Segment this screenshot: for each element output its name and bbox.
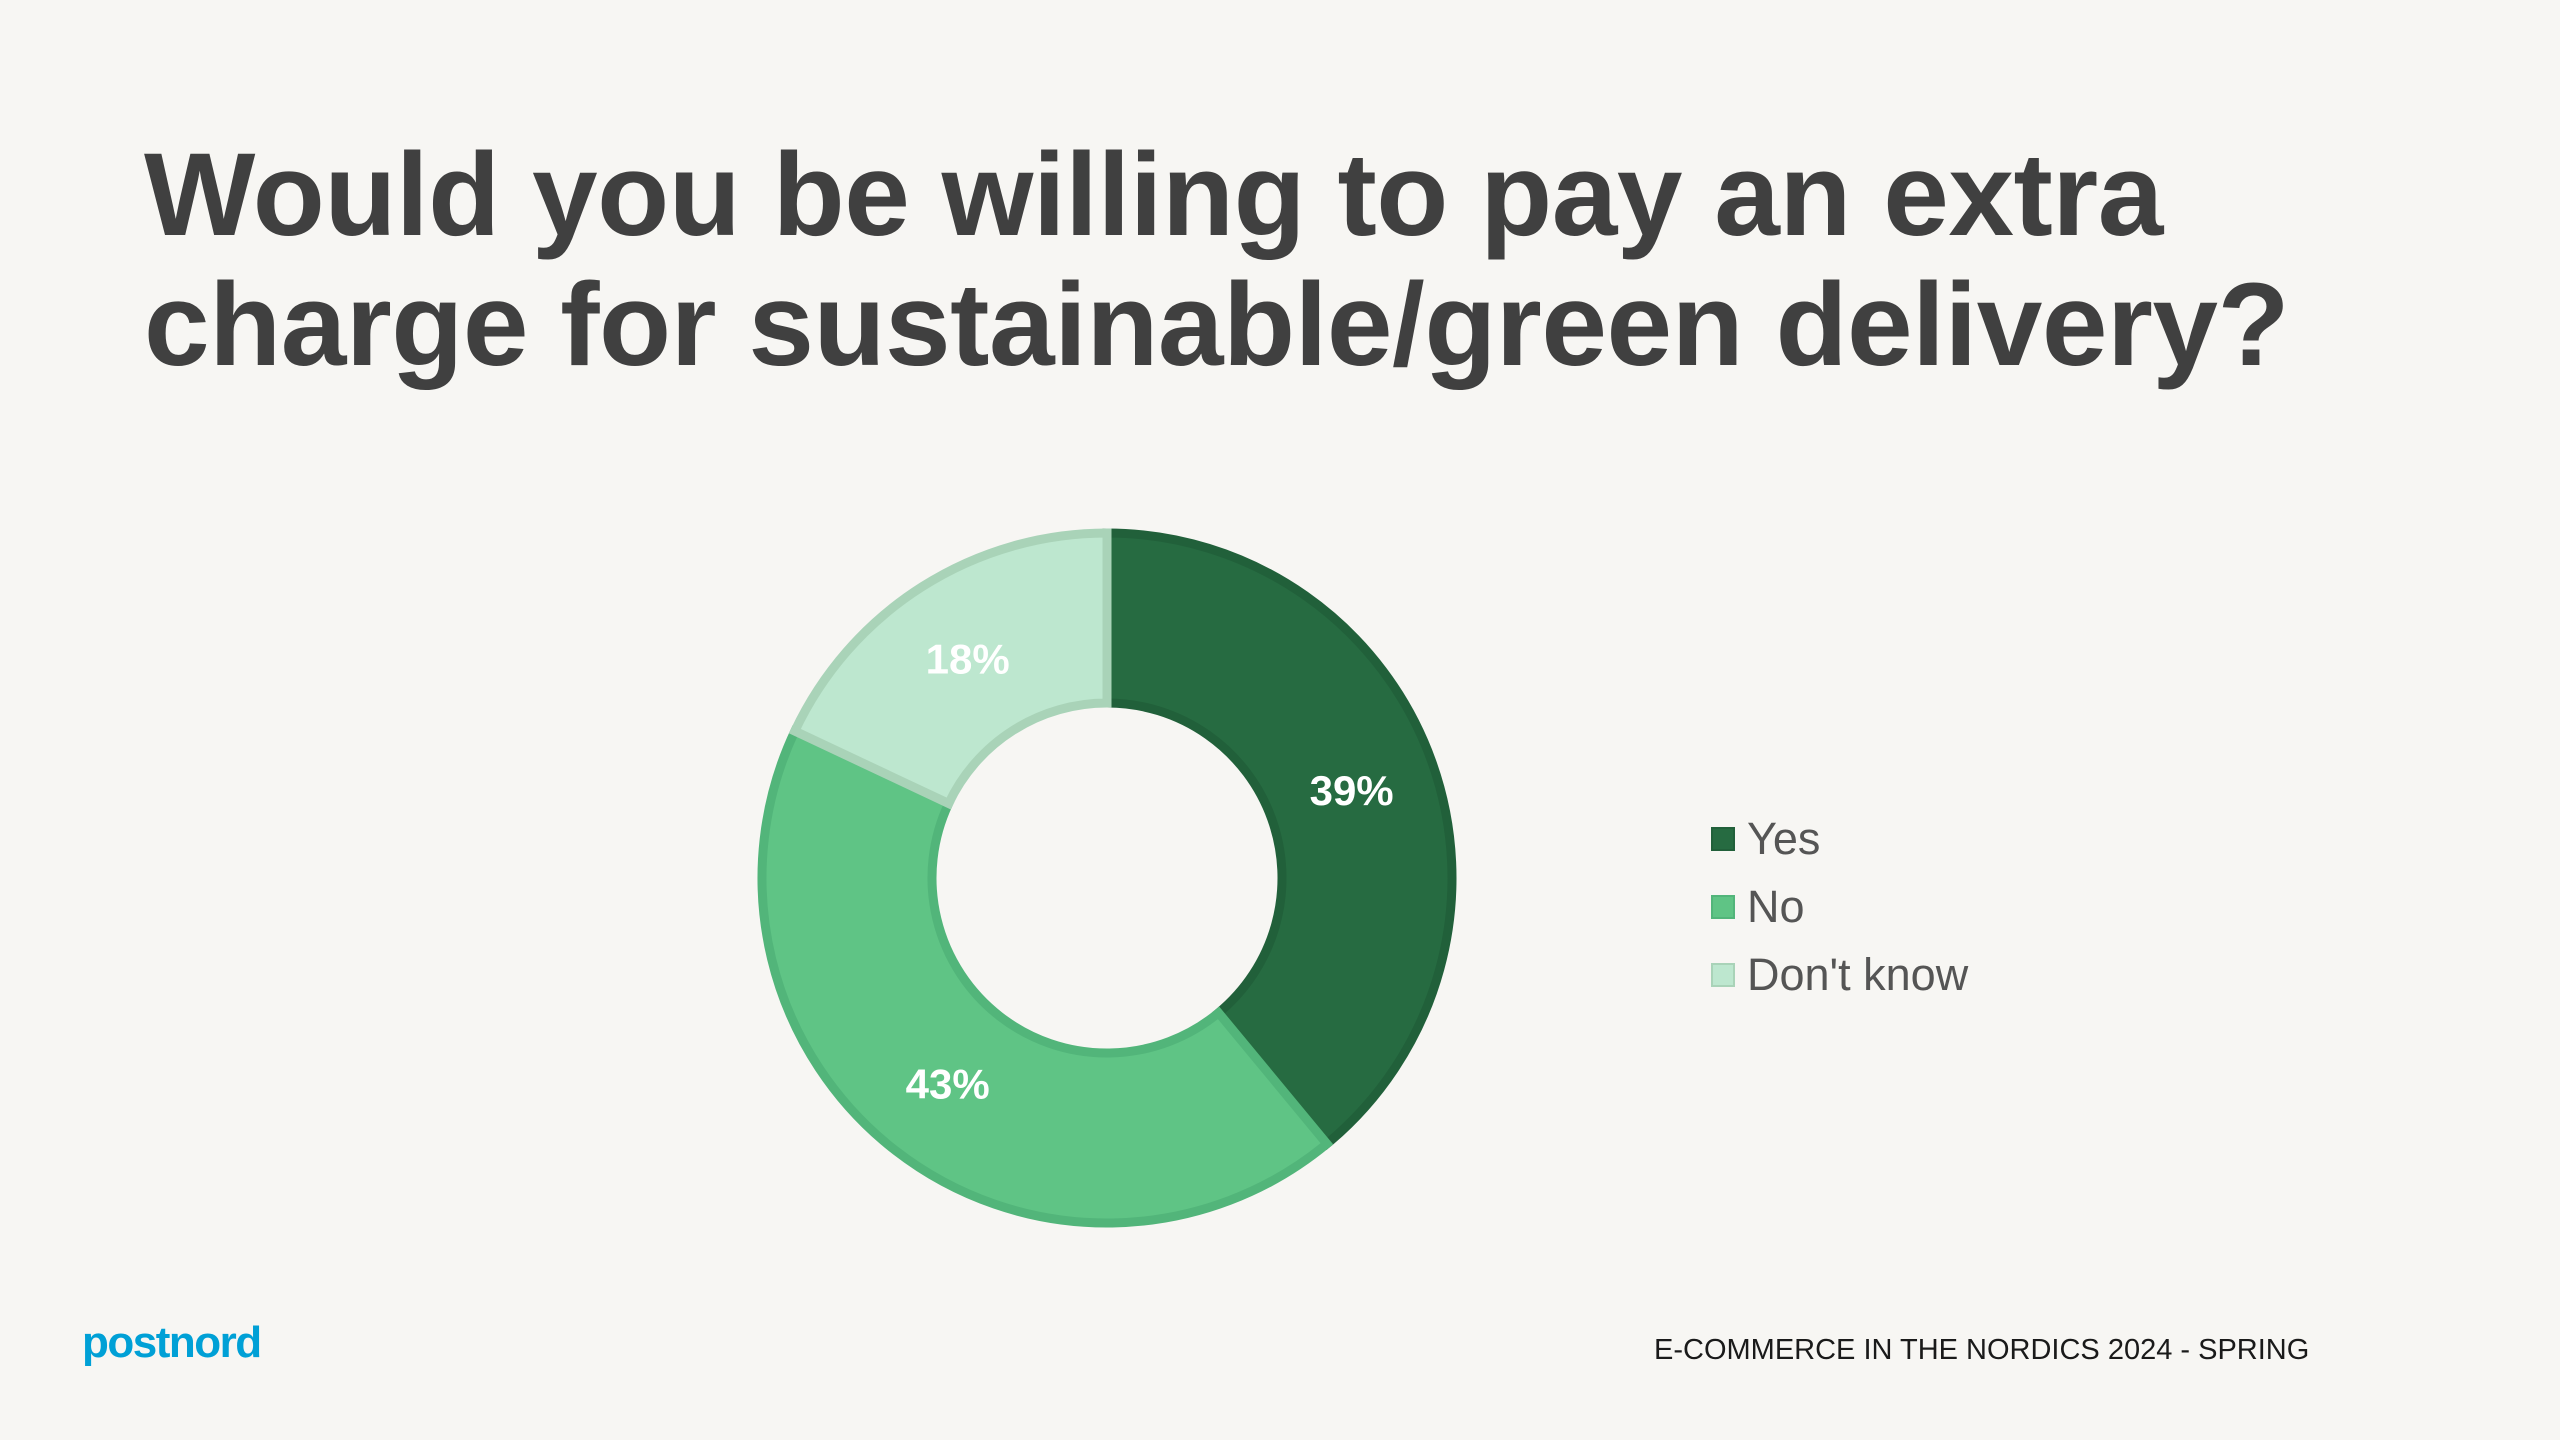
legend-swatch [1711, 895, 1735, 919]
legend-label: Don't know [1747, 949, 1969, 1000]
data-label: 18% [926, 635, 1010, 682]
legend-item-dont-know: Don't know [1711, 941, 1968, 1009]
legend: Yes No Don't know [1711, 805, 1968, 1009]
footer-text: E-COMMERCE IN THE NORDICS 2024 - SPRING [1654, 1334, 2310, 1366]
legend-label: No [1747, 881, 1805, 932]
data-label: 43% [906, 1060, 990, 1107]
legend-label: Yes [1747, 813, 1821, 864]
postnord-logo: postnord [82, 1318, 262, 1367]
donut-slice-don-t-know [788, 528, 1112, 810]
donut-slice-no [757, 725, 1334, 1228]
data-label: 39% [1310, 767, 1394, 814]
legend-swatch [1711, 963, 1735, 987]
donut-slice-yes [1102, 528, 1457, 1151]
legend-swatch [1711, 827, 1735, 851]
legend-item-yes: Yes [1711, 805, 1968, 873]
legend-item-no: No [1711, 873, 1968, 941]
chart-title: Would you be willing to pay an extra cha… [144, 129, 2290, 391]
